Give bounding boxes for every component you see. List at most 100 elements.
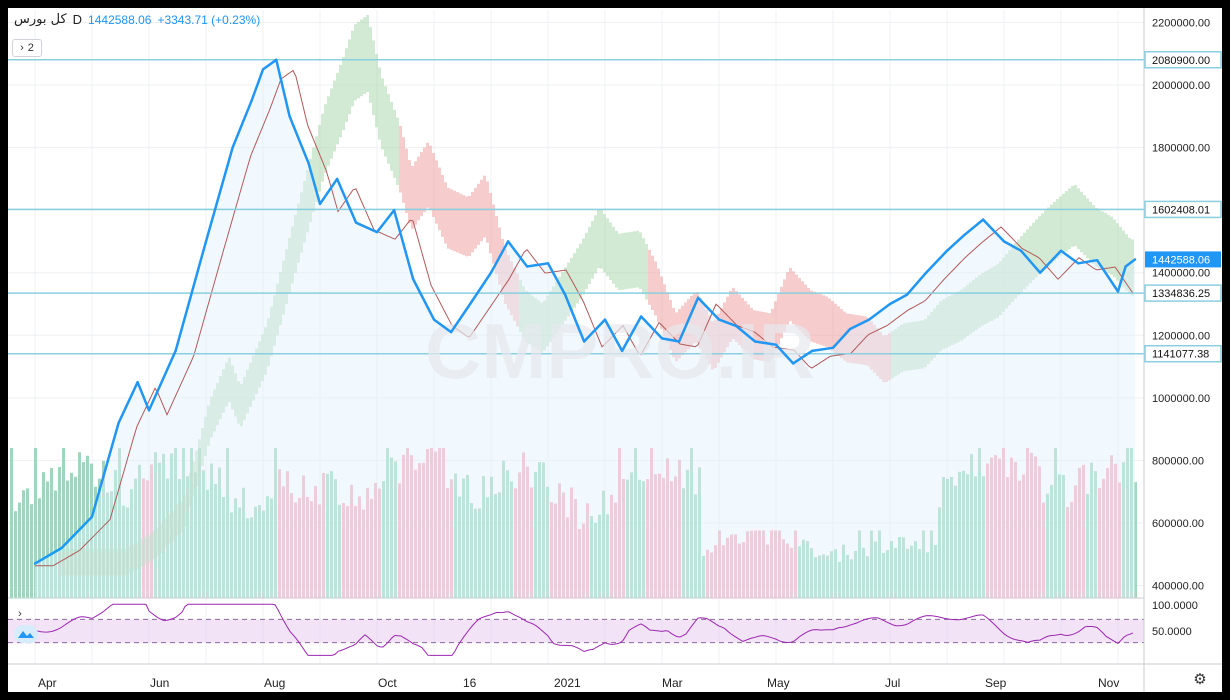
volume-bar xyxy=(510,481,513,598)
volume-bar xyxy=(1134,482,1137,598)
cloud-segment xyxy=(426,142,429,208)
volume-bar xyxy=(306,496,309,598)
volume-bar xyxy=(642,481,645,598)
volume-bar xyxy=(698,467,701,598)
cloud-segment xyxy=(642,238,645,295)
volume-bar xyxy=(630,472,633,598)
volume-bar xyxy=(78,452,81,598)
price-point xyxy=(924,271,928,274)
cloud-segment xyxy=(1089,201,1092,262)
cloud-segment xyxy=(294,214,297,274)
tradingview-logo-icon xyxy=(14,625,38,643)
volume-bar xyxy=(766,544,769,598)
cloud-segment xyxy=(234,373,237,417)
volume-bar xyxy=(234,498,237,598)
price-point xyxy=(603,318,607,321)
cloud-segment xyxy=(630,231,633,289)
cloud-segment xyxy=(411,165,414,229)
cloud-segment xyxy=(648,249,651,305)
cloud-segment xyxy=(444,182,447,244)
cloud-segment xyxy=(378,67,381,140)
cloud-segment xyxy=(201,428,204,467)
volume-bar xyxy=(934,544,937,598)
cloud-segment xyxy=(1065,191,1068,252)
cloud-segment xyxy=(855,314,858,364)
volume-bar xyxy=(26,488,29,598)
volume-bar xyxy=(430,448,433,598)
cloud-segment xyxy=(555,281,558,334)
volume-bar xyxy=(246,518,249,598)
timeframe-label[interactable]: D xyxy=(72,12,83,27)
price-point xyxy=(335,177,339,181)
cloud-segment xyxy=(360,19,363,97)
cloud-segment xyxy=(702,303,705,354)
cloud-segment xyxy=(903,323,906,372)
volume-bar xyxy=(486,497,489,598)
volume-bar xyxy=(794,530,797,598)
cloud-segment xyxy=(996,264,999,318)
cloud-segment xyxy=(909,322,912,371)
volume-bar xyxy=(318,504,321,598)
volume-bar xyxy=(650,448,653,598)
volume-bar xyxy=(894,547,897,598)
volume-bar xyxy=(178,479,181,598)
volume-bar xyxy=(950,476,953,598)
price-point xyxy=(288,115,291,118)
volume-bar xyxy=(1022,474,1025,598)
cloud-segment xyxy=(138,540,141,569)
cloud-segment xyxy=(117,548,120,576)
cloud-segment xyxy=(366,14,369,93)
cloud-segment xyxy=(123,548,126,576)
cloud-segment xyxy=(1059,196,1062,257)
volume-bar xyxy=(1082,464,1085,598)
rsi-tick-label: 100.0000 xyxy=(1152,600,1198,612)
cloud-segment xyxy=(762,312,765,362)
cloud-segment xyxy=(663,284,666,336)
volume-bar xyxy=(514,488,517,598)
cloud-segment xyxy=(522,286,525,338)
level-badge xyxy=(1144,200,1222,219)
volume-bar xyxy=(974,476,977,598)
cloud-segment xyxy=(618,233,621,291)
volume-bar xyxy=(778,530,781,598)
cloud-segment xyxy=(624,232,627,290)
cloud-segment xyxy=(402,137,405,203)
cloud-segment xyxy=(1056,199,1059,259)
cloud-segment xyxy=(423,147,426,212)
volume-bar xyxy=(1046,493,1049,598)
volume-bar xyxy=(658,473,661,598)
symbol-name: کل بورس xyxy=(14,12,67,27)
volume-bar xyxy=(618,448,621,598)
volume-bar xyxy=(1066,507,1069,598)
cloud-segment xyxy=(1050,204,1053,264)
price-chart[interactable]: CMPRO.IR 400000.00 600000.00 800000.00 10000… xyxy=(8,8,1222,692)
price-area xyxy=(35,59,1136,599)
volume-bar xyxy=(654,474,657,598)
volume-bar xyxy=(186,476,189,598)
volume-bar xyxy=(978,448,981,598)
current-price-label: 1442588.06 xyxy=(1152,254,1210,266)
cloud-segment xyxy=(1014,243,1017,299)
volume-bar xyxy=(190,448,193,598)
cloud-segment xyxy=(879,331,882,379)
cloud-segment xyxy=(396,117,399,185)
cloud-segment xyxy=(324,104,327,173)
volume-bar xyxy=(102,460,105,598)
rsi-collapse-button[interactable]: › xyxy=(12,606,28,622)
cloud-segment xyxy=(537,300,540,351)
volume-bar xyxy=(890,541,893,598)
price-point xyxy=(696,296,700,299)
cloud-segment xyxy=(603,214,606,273)
volume-bar xyxy=(1126,448,1129,598)
gear-icon[interactable]: ⚙ xyxy=(1193,671,1207,688)
cloud-segment xyxy=(507,255,510,310)
collapse-indicators-button[interactable]: › 2 xyxy=(12,39,42,57)
cloud-segment xyxy=(264,327,267,375)
volume-bar xyxy=(886,550,889,598)
volume-bar xyxy=(490,476,493,598)
cloud-segment xyxy=(951,294,954,346)
volume-bar xyxy=(1050,484,1053,598)
volume-bar xyxy=(602,490,605,598)
volume-bar xyxy=(202,470,205,598)
cloud-segment xyxy=(840,308,843,359)
